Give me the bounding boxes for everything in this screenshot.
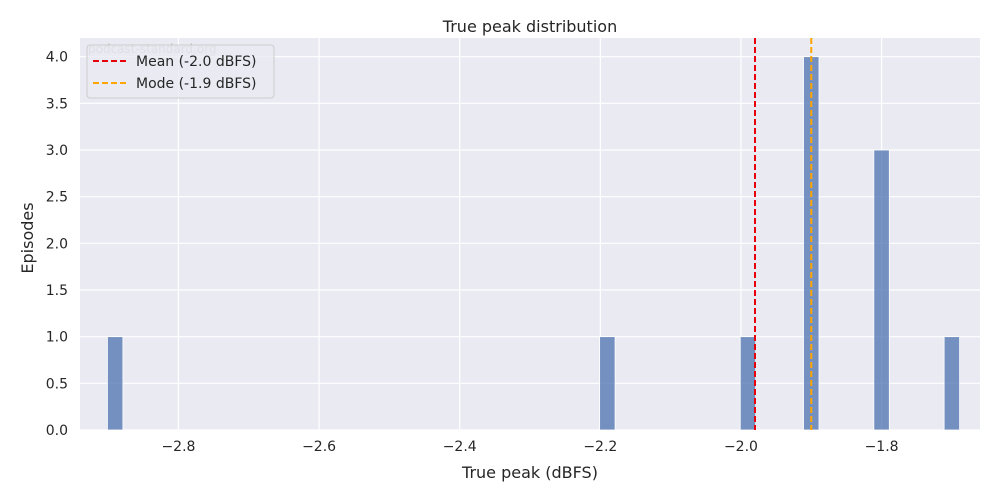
chart-title: True peak distribution xyxy=(442,17,617,36)
histogram-bars xyxy=(107,56,961,431)
y-axis-label: Episodes xyxy=(18,202,37,273)
legend: Mean (-2.0 dBFS) Mode (-1.9 dBFS) xyxy=(86,44,275,99)
y-tick-label: 3.5 xyxy=(46,96,68,112)
histogram-bar xyxy=(599,336,616,431)
y-tick-label: 0.0 xyxy=(46,423,68,439)
x-tick-label: −2.4 xyxy=(443,439,477,455)
y-tick-label: 3.0 xyxy=(46,143,68,159)
histogram-bar xyxy=(943,336,961,431)
x-tick-label: −1.8 xyxy=(865,439,899,455)
x-tick-label: −2.8 xyxy=(161,439,195,455)
x-tick-label: −2.2 xyxy=(583,439,617,455)
legend-box xyxy=(86,44,275,99)
x-axis-label: True peak (dBFS) xyxy=(461,463,598,482)
y-tick-label: 0.5 xyxy=(46,376,68,392)
y-tick-label: 4.0 xyxy=(46,50,68,66)
legend-label-mode: Mode (-1.9 dBFS) xyxy=(136,76,256,92)
y-tick-label: 1.0 xyxy=(46,330,68,346)
histogram-bar xyxy=(107,336,124,431)
y-tick-label: 2.5 xyxy=(46,190,68,206)
histogram-bar xyxy=(739,336,757,431)
x-tick-label: −2.0 xyxy=(724,439,758,455)
axis-ticks: 0.0 0.5 1.0 1.5 2.0 2.5 3.0 3.5 4.0 −2.8 −2.6 −2.4 −… xyxy=(46,50,899,455)
legend-label-mean: Mean (-2.0 dBFS) xyxy=(136,54,256,70)
y-tick-label: 2.0 xyxy=(46,236,68,252)
reference-lines xyxy=(754,38,813,430)
y-tick-label: 1.5 xyxy=(46,283,68,299)
histogram-bar xyxy=(873,149,890,431)
x-tick-label: −2.6 xyxy=(302,439,336,455)
